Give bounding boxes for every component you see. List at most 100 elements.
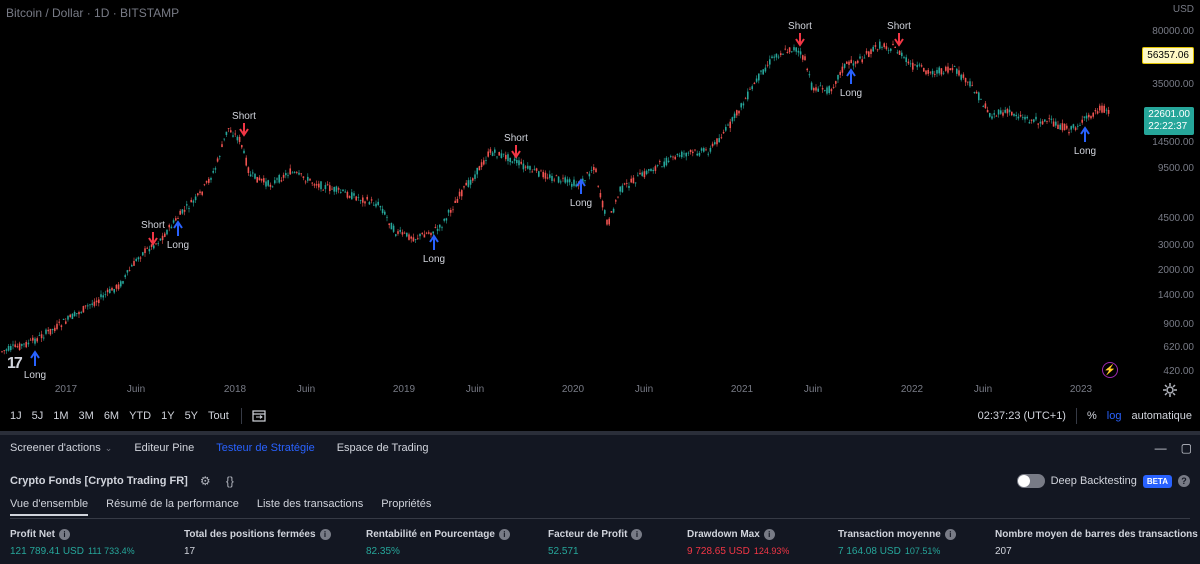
candle (562, 177, 564, 179)
info-icon[interactable]: i (498, 529, 510, 540)
gear-icon[interactable] (1162, 382, 1178, 398)
range-1y-button[interactable]: 1Y (161, 410, 175, 422)
candle (597, 185, 599, 187)
candle (1028, 122, 1031, 124)
candle (417, 238, 419, 240)
candle (89, 304, 91, 306)
info-icon[interactable]: i (59, 529, 70, 540)
candle (412, 237, 415, 242)
metric-label: Facteur de Profit (548, 529, 628, 540)
tab-overview[interactable]: Vue d'ensemble (10, 498, 89, 516)
candle (133, 261, 135, 266)
candle (663, 161, 665, 167)
candle (538, 171, 540, 177)
candle (384, 211, 386, 215)
candle (205, 180, 208, 183)
strategy-name: Crypto Fonds [Crypto Trading FR] (10, 475, 188, 487)
candle (65, 321, 67, 324)
tab-properties[interactable]: Propriétés (381, 498, 432, 510)
tab-strategy-tester[interactable]: Testeur de Stratégie (216, 442, 315, 454)
candle (461, 190, 463, 197)
signal-arrow-head (576, 178, 586, 187)
candle (276, 178, 278, 180)
candle (54, 327, 56, 332)
candle (667, 160, 670, 162)
log-scale-button[interactable]: log (1106, 410, 1122, 422)
candle (705, 149, 707, 151)
settings-icon[interactable]: ⚙ (199, 474, 211, 488)
tab-stock-screener[interactable]: Screener d'actions ⌄ (10, 442, 112, 454)
tab-pine-editor[interactable]: Editeur Pine (134, 442, 195, 454)
candle (509, 157, 511, 162)
candle (524, 166, 527, 168)
candle (835, 81, 837, 84)
candle (117, 284, 120, 290)
candle (124, 275, 126, 278)
range-5d-button[interactable]: 5J (31, 410, 44, 422)
range-all-button[interactable]: Tout (208, 410, 229, 422)
tab-trading-panel[interactable]: Espace de Trading (336, 442, 429, 454)
panel-resize-handle[interactable] (0, 431, 1200, 435)
candle (483, 160, 485, 165)
price-scale[interactable]: USD 80000.00 56357.06 35000.00 22601.00 … (1142, 0, 1200, 382)
candle (940, 68, 943, 75)
tab-trade-list[interactable]: Liste des transactions (256, 498, 364, 510)
range-1d-button[interactable]: 1J (10, 410, 22, 422)
signal-arrow-head (511, 150, 521, 159)
candle (643, 171, 646, 178)
candle (45, 329, 47, 334)
candle (654, 166, 657, 171)
candle (771, 56, 773, 59)
deep-backtesting-toggle[interactable] (1016, 474, 1045, 488)
candle (1044, 119, 1046, 122)
candle (337, 188, 340, 190)
clock[interactable]: 02:37:23 (UTC+1) (977, 410, 1066, 422)
candle (210, 178, 212, 180)
candle (648, 169, 650, 171)
range-6m-button[interactable]: 6M (103, 410, 120, 422)
candle (476, 167, 478, 175)
source-code-icon[interactable]: {} (225, 474, 234, 488)
candle (571, 183, 573, 187)
candle (489, 149, 492, 153)
date-range-icon[interactable] (252, 409, 266, 423)
range-1m-button[interactable]: 1M (53, 410, 69, 422)
time-tick: Juin (634, 384, 654, 395)
candle (403, 232, 406, 234)
candle (265, 181, 267, 187)
tradingview-logo[interactable]: 17 (7, 355, 23, 372)
candle (947, 66, 949, 73)
candle (685, 152, 687, 157)
range-3m-button[interactable]: 3M (78, 410, 94, 422)
info-icon[interactable]: i (631, 529, 643, 540)
help-icon[interactable]: ? (1178, 475, 1190, 487)
range-ytd-button[interactable]: YTD (129, 410, 152, 422)
auto-scale-button[interactable]: automatique (1131, 410, 1192, 422)
tab-performance-summary[interactable]: Résumé de la performance (106, 498, 239, 510)
bolt-icon[interactable]: ⚡ (1102, 362, 1118, 378)
price-currency: USD (1172, 4, 1194, 15)
metric-total-closed-trades: Total des positions fermées i 17 (184, 529, 331, 557)
maximize-icon[interactable]: ▢ (1180, 441, 1192, 455)
candle (843, 63, 846, 68)
info-icon[interactable]: i (944, 529, 956, 540)
info-icon[interactable]: i (763, 529, 775, 540)
price-chart[interactable]: LongShortLongShortLongShortLongShortLong… (0, 0, 1144, 382)
candle (945, 66, 947, 71)
candle (76, 313, 78, 314)
percent-scale-button[interactable]: % (1086, 410, 1097, 422)
candle (916, 64, 918, 68)
candle (993, 113, 995, 115)
time-axis[interactable]: 2017 Juin 2018 Juin 2019 Juin 2020 Juin … (0, 382, 1144, 400)
info-icon[interactable]: i (319, 529, 331, 540)
chevron-down-icon[interactable]: ⌄ (104, 443, 113, 453)
candle (931, 70, 934, 75)
candle (892, 43, 894, 46)
candle (920, 65, 923, 67)
chart-area[interactable]: Long Short Long Short Long Short Long Short Long… (0, 0, 1200, 400)
minimize-icon[interactable]: — (1154, 441, 1167, 455)
candle (586, 172, 588, 174)
candle (918, 64, 921, 66)
panel-controls: — ▢ (1155, 441, 1192, 455)
range-5y-button[interactable]: 5Y (184, 410, 199, 422)
